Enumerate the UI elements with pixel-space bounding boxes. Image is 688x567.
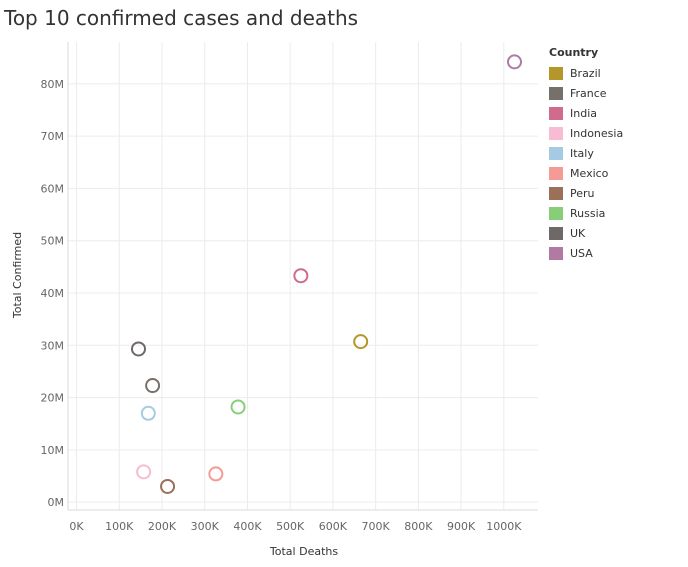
x-tick-label: 1000K: [486, 520, 522, 533]
legend-swatch: [549, 226, 563, 240]
x-tick-label: 500K: [276, 520, 305, 533]
legend: Country Brazil France India Indonesia Italy M…: [549, 46, 623, 263]
legend-item-france[interactable]: France: [549, 83, 623, 103]
legend-item-peru[interactable]: Peru: [549, 183, 623, 203]
legend-item-indonesia[interactable]: Indonesia: [549, 123, 623, 143]
data-point-usa[interactable]: [507, 54, 522, 70]
y-tick-label: 0M: [48, 496, 65, 509]
y-tick-label: 60M: [41, 182, 65, 195]
x-tick-label: 700K: [362, 520, 391, 533]
legend-label: UK: [570, 226, 586, 240]
x-tick-label: 200K: [148, 520, 177, 533]
x-tick-label: 100K: [105, 520, 134, 533]
data-point-uk[interactable]: [131, 341, 146, 357]
legend-label: Peru: [570, 186, 595, 200]
legend-title: Country: [549, 46, 599, 59]
x-tick-label: 900K: [447, 520, 476, 533]
grid-lines: [67, 42, 538, 511]
legend-swatch: [549, 66, 563, 80]
chart-title: Top 10 confirmed cases and deaths: [4, 6, 359, 30]
legend-swatch: [549, 246, 563, 260]
data-point-brazil[interactable]: [353, 334, 369, 350]
legend-item-uk[interactable]: UK: [549, 223, 623, 243]
y-tick-label: 20M: [41, 392, 65, 405]
legend-item-mexico[interactable]: Mexico: [549, 163, 623, 183]
data-point-mexico[interactable]: [208, 466, 224, 482]
legend-item-usa[interactable]: USA: [549, 243, 623, 263]
legend-item-brazil[interactable]: Brazil: [549, 63, 623, 83]
data-points: [131, 54, 522, 494]
legend-item-india[interactable]: India: [549, 103, 623, 123]
y-tick-label: 30M: [41, 339, 65, 352]
data-point-peru[interactable]: [160, 478, 176, 494]
y-axis-label: Total Confirmed: [11, 232, 24, 319]
x-tick-label: 400K: [233, 520, 262, 533]
legend-swatch: [549, 166, 563, 180]
legend-label: Italy: [570, 146, 594, 160]
legend-swatch: [549, 146, 563, 160]
legend-item-russia[interactable]: Russia: [549, 203, 623, 223]
legend-label: Russia: [570, 206, 606, 220]
x-axis-label: Total Deaths: [269, 545, 338, 558]
legend-items: Brazil France India Indonesia Italy Mexico Per…: [549, 63, 623, 263]
y-tick-label: 80M: [41, 78, 65, 91]
legend-item-italy[interactable]: Italy: [549, 143, 623, 163]
data-point-france[interactable]: [145, 378, 161, 394]
legend-label: Indonesia: [570, 126, 624, 140]
x-tick-label: 800K: [404, 520, 433, 533]
data-point-italy[interactable]: [140, 405, 156, 421]
legend-label: Mexico: [570, 166, 609, 180]
y-tick-label: 70M: [41, 130, 65, 143]
legend-swatch: [549, 186, 563, 200]
data-point-indonesia[interactable]: [136, 464, 152, 480]
y-tick-label: 50M: [41, 235, 65, 248]
legend-swatch: [549, 126, 563, 140]
legend-swatch: [549, 206, 563, 220]
legend-label: France: [570, 86, 607, 100]
axis-ticks: 0M 10M 20M 30M 40M 50M 60M 70M 80M 0K 100K 200K 300K…: [41, 78, 523, 533]
legend-label: Brazil: [570, 66, 601, 80]
data-point-russia[interactable]: [230, 399, 246, 415]
legend-swatch: [549, 106, 563, 120]
x-tick-label: 600K: [319, 520, 348, 533]
y-tick-label: 40M: [41, 287, 65, 300]
y-tick-label: 10M: [41, 444, 65, 457]
data-point-india[interactable]: [293, 268, 309, 284]
legend-label: USA: [570, 246, 593, 260]
legend-label: India: [570, 106, 597, 120]
x-tick-label: 300K: [191, 520, 220, 533]
x-tick-label: 0K: [69, 520, 84, 533]
legend-swatch: [549, 86, 563, 100]
